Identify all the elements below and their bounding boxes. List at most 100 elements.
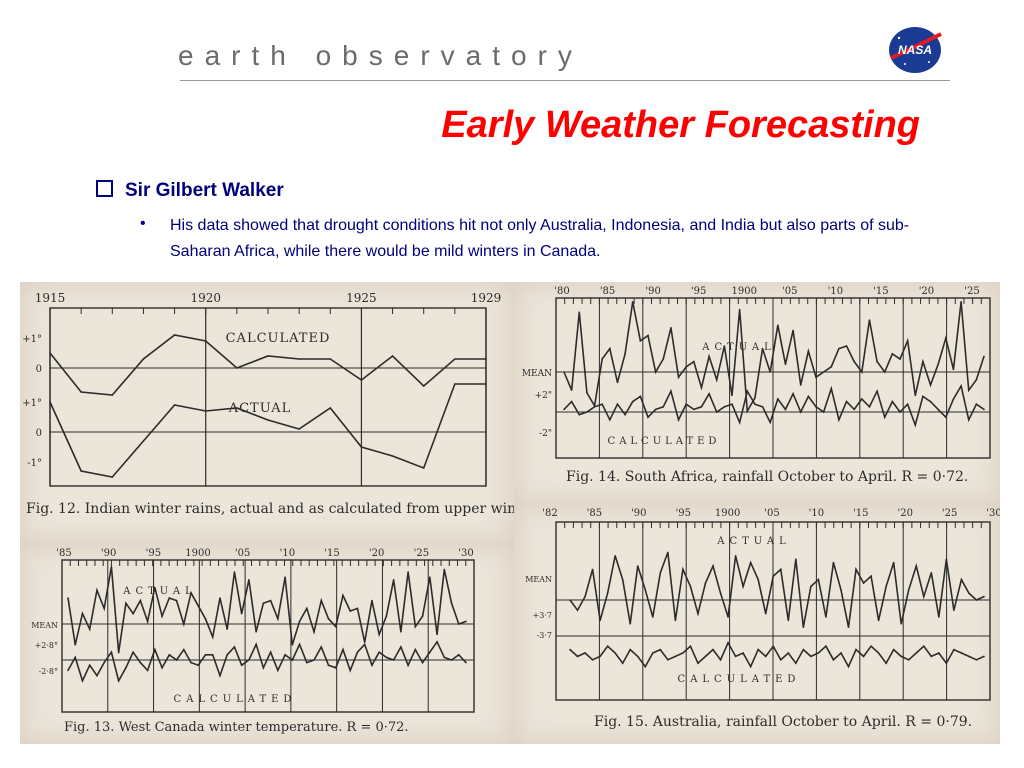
actual-series-line-point [674, 619, 677, 622]
actual-series-line-point [845, 345, 848, 347]
calculated-series-line-point [723, 406, 726, 408]
actual-series-line-point [190, 592, 192, 594]
actual-series-line-point [652, 616, 654, 618]
actual-series-line-point [822, 371, 825, 373]
calculated-series-line-point [400, 646, 402, 648]
calculated-series-line-point [436, 641, 438, 643]
x-tick-label: '85 [600, 286, 615, 297]
calculated-series-line-point [876, 390, 878, 392]
actual-series-line-point [570, 389, 573, 391]
calculated-series-line-point [391, 355, 394, 357]
actual-series-line-point [414, 625, 417, 628]
figure-12-caption: Fig. 12. Indian winter rains, actual and… [26, 501, 537, 517]
calculated-series-line-point [983, 408, 985, 411]
calculated-series-line-point [922, 645, 925, 647]
calculated-series-line-point [111, 394, 114, 396]
figure-13-chart: '85 '90 '95 1900 '05 '10 '15 '20 '25 '30 MEAN +2·8°… [31, 548, 475, 713]
x-tick-label: '15 [853, 508, 868, 519]
figure-13-caption: Fig. 13. West Canada winter temperature.… [64, 720, 409, 735]
calculated-series-line-point [777, 398, 779, 400]
series-label-actual: ACTUAL [122, 586, 197, 597]
x-tick-label: '90 [631, 508, 646, 519]
actual-series-line-point [349, 610, 352, 612]
actual-series-line-point [360, 446, 363, 448]
actual-series-line-point [429, 576, 431, 578]
actual-series-line-point [578, 311, 581, 313]
calculated-series-line-point [784, 408, 787, 411]
actual-series-line-point [693, 360, 695, 363]
calculated-series-line-point [378, 651, 380, 653]
actual-series-line-point [236, 407, 238, 409]
calculated-series-line [67, 640, 467, 684]
x-tick-label: '90 [645, 286, 660, 297]
actual-series-line-point [609, 347, 611, 350]
calculated-series-line-point [769, 421, 771, 424]
calculated-series-line-point [334, 667, 337, 669]
actual-series-line-point [900, 623, 902, 625]
calculated-series-line-point [349, 669, 352, 672]
figure-15-caption: Fig. 15. Australia, rainfall October to … [594, 714, 973, 730]
actual-series-line-point [870, 575, 872, 577]
bullet-dot-icon: • [140, 215, 146, 232]
actual-series-line-point [682, 568, 684, 571]
calculated-series-line-point [569, 648, 571, 651]
actual-series-line-point [738, 308, 741, 311]
actual-series-line-point [606, 592, 609, 594]
calculated-series-line-point [749, 665, 752, 668]
calculated-series-line-point [967, 419, 970, 421]
actual-series-line-point [599, 619, 601, 622]
actual-series-line-point [96, 589, 98, 591]
actual-series-line-point [161, 615, 163, 617]
actual-series-line-point [952, 368, 955, 371]
calculated-series-line-point [754, 403, 756, 405]
actual-series-line-point [945, 337, 947, 339]
calculated-series-line-point [779, 659, 782, 661]
actual-series-line-point [960, 578, 963, 581]
calculated-series-line-point [853, 408, 855, 411]
calculated-series-line-point [712, 648, 714, 651]
x-tick-label: 1925 [346, 291, 377, 305]
actual-series-line-point [182, 623, 185, 625]
calculated-series-line-point [952, 398, 955, 400]
actual-series-line-point [291, 644, 294, 646]
calculated-series-line-point [832, 659, 835, 661]
y-tick-label: +3·7 [533, 611, 552, 620]
calculated-series-line-point [584, 652, 586, 654]
actual-series-line-point [117, 651, 120, 654]
actual-series-line-point [922, 595, 925, 598]
actual-series-line-point [883, 371, 886, 373]
calculated-series-line-point [586, 411, 588, 413]
calculated-series-line-point [659, 648, 662, 651]
actual-series-line-point [334, 625, 337, 628]
actual-series-line-point [670, 327, 672, 329]
actual-series-line-point [734, 555, 737, 557]
actual-series-line-point [855, 568, 857, 571]
actual-series-line-point [485, 383, 487, 385]
x-tick-label: '90 [101, 548, 116, 559]
y-tick-label: -1° [27, 458, 42, 469]
calculated-series-line-point [422, 385, 425, 387]
calculated-series-line-point [360, 379, 363, 381]
actual-series-line-point [240, 612, 243, 615]
actual-series-line-point [175, 599, 178, 602]
calculated-series-line-point [938, 652, 940, 654]
actual-series-line-point [329, 407, 332, 409]
actual-series-line-point [233, 571, 236, 573]
calculated-series-line-point [670, 390, 672, 392]
calculated-series-line-point [197, 664, 200, 666]
calculated-series-line-point [674, 655, 677, 658]
actual-series-line-point [817, 578, 820, 581]
actual-series-line-point [907, 589, 910, 591]
calculated-series-line-point [877, 652, 880, 654]
actual-series-line-point [876, 360, 878, 363]
calculated-series-line-point [795, 662, 797, 664]
actual-series-line-point [906, 340, 909, 342]
calculated-series-line-point [639, 395, 642, 398]
calculated-series-line-point [945, 416, 947, 418]
actual-series-line-point [371, 599, 373, 602]
actual-series-line-point [654, 371, 657, 373]
calculated-series-line-point [822, 411, 825, 413]
actual-series-line-point [825, 616, 827, 618]
calculated-series-line-point [644, 665, 647, 668]
actual-series-line-point [784, 363, 787, 365]
